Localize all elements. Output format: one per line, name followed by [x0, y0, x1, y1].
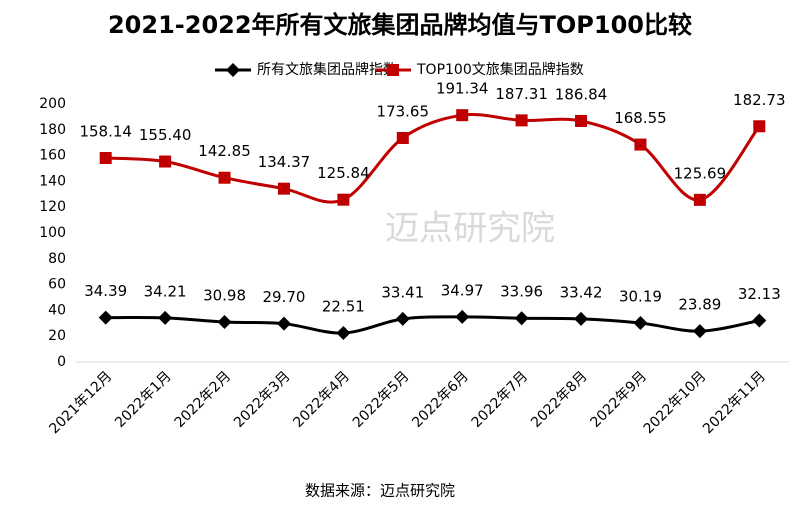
data-point — [158, 310, 173, 325]
data-point — [633, 316, 648, 331]
data-point — [574, 311, 589, 326]
data-point — [337, 193, 350, 206]
y-tick-label: 200 — [39, 96, 66, 112]
chart-title: 2021-2022年所有文旅集团品牌均值与TOP100比较 — [108, 11, 692, 39]
x-tick-label: 2022年1月 — [112, 368, 175, 431]
data-label: 32.13 — [738, 285, 781, 303]
data-point — [395, 311, 410, 326]
data-label: 34.97 — [441, 281, 484, 299]
data-label: 30.19 — [619, 288, 662, 306]
data-label: 29.70 — [262, 288, 305, 306]
x-tick-label: 2022年6月 — [409, 368, 472, 431]
y-tick-label: 80 — [48, 251, 66, 267]
y-tick-label: 120 — [39, 199, 66, 215]
data-label: 134.37 — [258, 153, 311, 171]
data-label: 186.84 — [555, 85, 608, 103]
y-tick-label: 180 — [39, 122, 66, 138]
data-label: 34.39 — [84, 282, 127, 300]
data-point — [753, 120, 766, 133]
y-tick-label: 20 — [48, 328, 66, 344]
legend-label: TOP100文旅集团品牌指数 — [416, 61, 584, 78]
y-tick-label: 40 — [48, 302, 66, 318]
data-point — [514, 311, 529, 326]
data-point — [217, 315, 232, 330]
data-label: 187.31 — [495, 85, 548, 103]
y-tick-label: 140 — [39, 173, 66, 189]
data-label: 33.41 — [381, 283, 424, 301]
data-point — [277, 182, 290, 195]
data-label: 142.85 — [198, 142, 251, 160]
data-label: 125.69 — [674, 164, 727, 182]
watermark: 迈点研究院 — [385, 209, 555, 249]
legend-marker — [226, 63, 240, 77]
data-label: 158.14 — [79, 122, 132, 140]
data-label: 191.34 — [436, 80, 489, 98]
x-tick-label: 2021年12月 — [46, 368, 115, 437]
data-label: 168.55 — [614, 109, 667, 127]
x-tick-label: 2022年8月 — [528, 368, 591, 431]
data-point — [396, 131, 409, 144]
x-tick-label: 2022年4月 — [290, 368, 353, 431]
data-point — [218, 171, 231, 184]
data-label: 30.98 — [203, 287, 246, 305]
x-tick-label: 2022年7月 — [469, 368, 532, 431]
data-point — [98, 310, 113, 325]
data-label: 34.21 — [144, 282, 187, 300]
data-label: 22.51 — [322, 297, 365, 315]
legend-label: 所有文旅集团品牌指数 — [257, 61, 397, 78]
source-note: 数据来源：迈点研究院 — [305, 482, 455, 500]
data-point — [336, 325, 351, 340]
data-point — [515, 114, 528, 127]
x-tick-label: 2022年3月 — [231, 368, 294, 431]
data-label: 155.40 — [139, 126, 192, 144]
x-tick-label: 2022年9月 — [588, 368, 651, 431]
y-tick-label: 100 — [39, 225, 66, 241]
data-point — [455, 309, 470, 324]
data-label: 182.73 — [733, 91, 786, 109]
data-point — [575, 114, 588, 127]
x-tick-label: 2022年2月 — [172, 368, 235, 431]
y-tick-label: 60 — [48, 277, 66, 293]
data-point — [634, 138, 647, 151]
data-label: 125.84 — [317, 164, 370, 182]
data-point — [276, 316, 291, 331]
x-tick-label: 2022年5月 — [350, 368, 413, 431]
data-label: 33.42 — [560, 283, 603, 301]
data-label: 33.96 — [500, 283, 543, 301]
data-point — [99, 151, 112, 164]
data-point — [159, 155, 172, 168]
data-point — [693, 193, 706, 206]
data-point — [752, 313, 767, 328]
legend-marker — [387, 64, 399, 76]
y-tick-label: 0 — [57, 354, 66, 370]
x-tick-label: 2022年11月 — [700, 368, 769, 437]
x-tick-label: 2022年10月 — [641, 368, 710, 437]
data-point — [692, 324, 707, 339]
data-label: 23.89 — [678, 296, 721, 314]
series-line — [105, 315, 760, 335]
data-label: 173.65 — [377, 102, 430, 120]
y-tick-label: 160 — [39, 148, 66, 164]
data-point — [456, 109, 469, 122]
